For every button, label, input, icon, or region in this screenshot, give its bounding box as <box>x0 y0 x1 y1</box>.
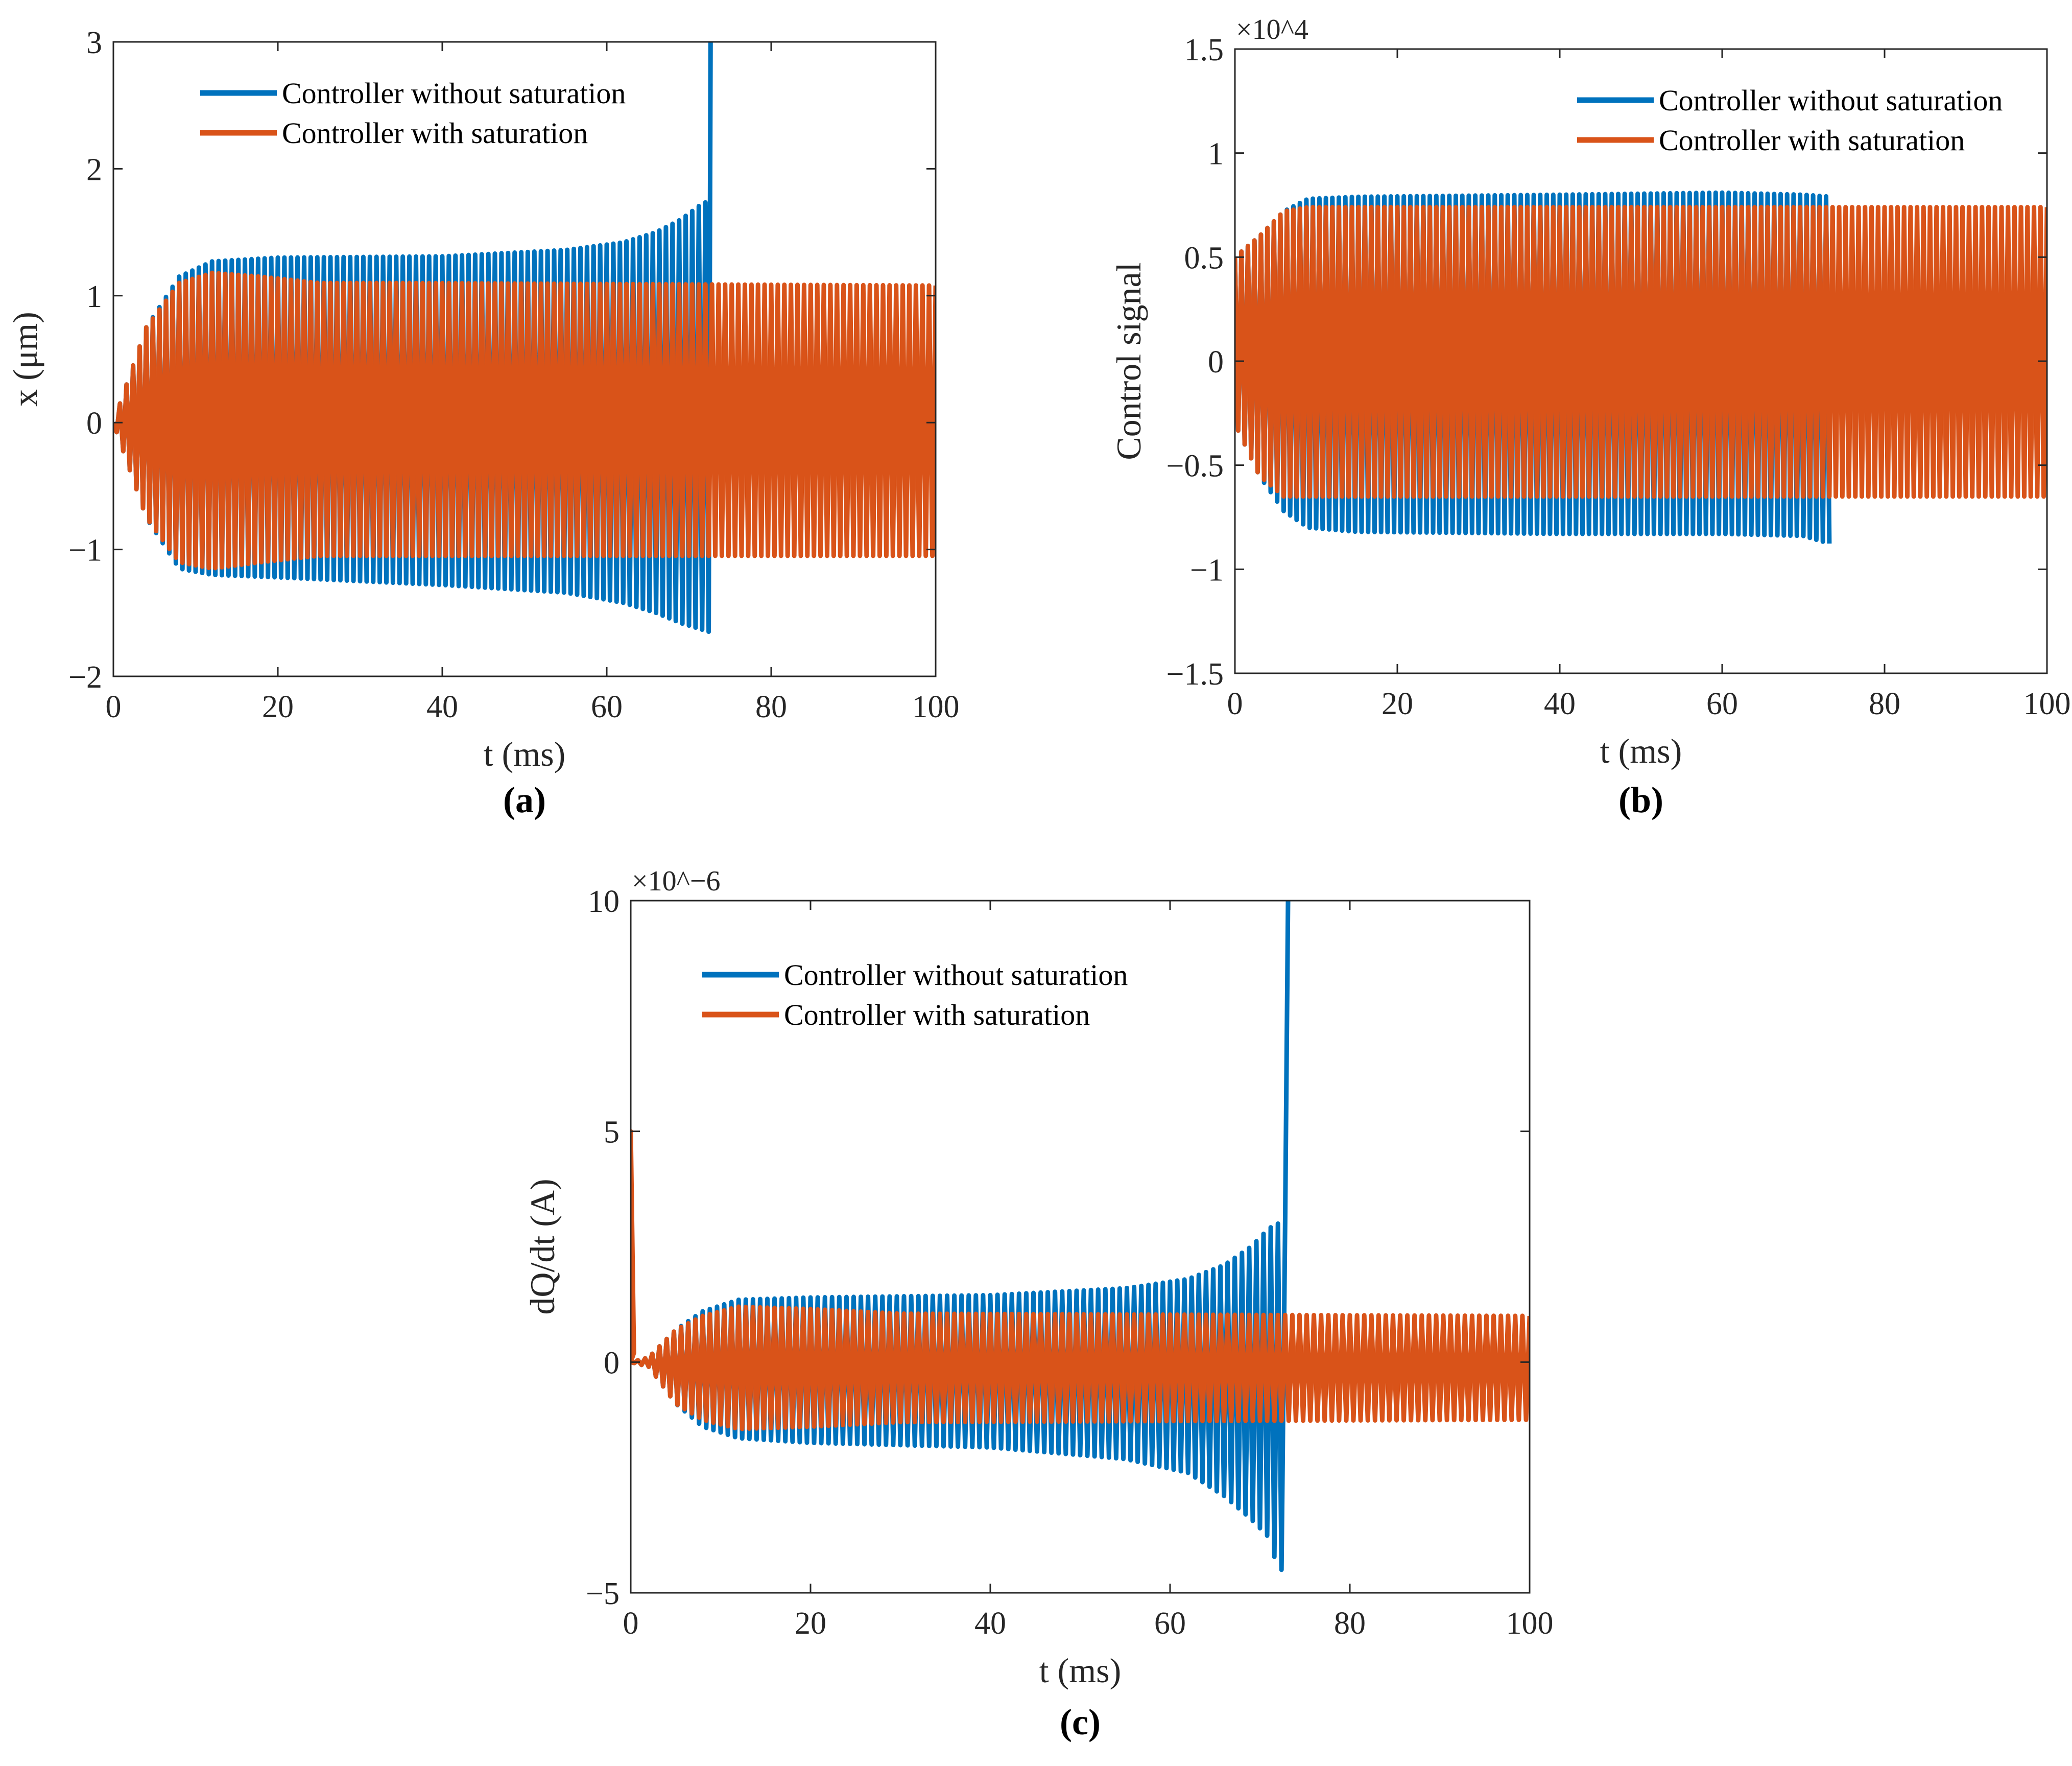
x-tick-label: 0 <box>623 1606 639 1641</box>
x-axis-label: t (ms) <box>484 735 566 773</box>
y-tick-label: 1 <box>86 279 102 314</box>
y-tick-label: 1.5 <box>1184 33 1224 67</box>
x-axis-label: t (ms) <box>1039 1651 1122 1690</box>
y-exponent-label: ×10^4 <box>1236 14 1308 45</box>
y-exponent-label: ×10^−6 <box>632 865 720 897</box>
panel-label: (c) <box>1060 1702 1101 1743</box>
series-group <box>631 901 1530 1572</box>
x-tick-label: 0 <box>106 690 122 724</box>
legend: Controller without saturation Controller … <box>200 77 626 150</box>
y-tick-label: 0 <box>86 406 102 441</box>
x-tick-label: 80 <box>755 690 787 724</box>
legend-label-with: Controller with saturation <box>282 116 588 150</box>
x-tick-label: 100 <box>1506 1606 1554 1641</box>
x-tick-label: 60 <box>1154 1606 1186 1641</box>
x-tick-label: 40 <box>1544 687 1576 721</box>
legend: Controller without saturation Controller … <box>702 958 1128 1031</box>
legend-label-without: Controller without saturation <box>784 958 1128 992</box>
y-tick-label: 5 <box>604 1115 620 1150</box>
x-tick-label: 40 <box>974 1606 1006 1641</box>
legend-label-without: Controller without saturation <box>282 77 626 110</box>
x-tick-label: 20 <box>262 690 294 724</box>
y-axis-label: x (μm) <box>6 312 44 407</box>
y-tick-label: −1.5 <box>1166 657 1224 692</box>
x-tick-label: 40 <box>426 690 458 724</box>
y-tick-label: −2 <box>68 660 102 695</box>
x-tick-label: 80 <box>1869 687 1900 721</box>
axes-box <box>112 41 937 677</box>
series-group <box>113 42 936 634</box>
x-axis-label: t (ms) <box>1600 732 1682 770</box>
series-line-with-saturation <box>631 1129 1530 1431</box>
legend-label-with: Controller with saturation <box>1659 124 1965 157</box>
legend-label-without: Controller without saturation <box>1659 84 2003 117</box>
y-tick-label: −5 <box>586 1576 620 1611</box>
chart-a: 0 20 40 60 80 100 −2 −1 0 1 2 3 t (ms) x (μm) (a) Contr… <box>6 26 960 820</box>
y-tick-label: −1 <box>68 533 102 568</box>
series-line-with-saturation <box>1235 205 2047 499</box>
y-tick-label: 2 <box>86 152 102 187</box>
y-tick-label: 1 <box>1208 137 1224 172</box>
legend-label-with: Controller with saturation <box>784 998 1090 1031</box>
panel-label: (a) <box>503 780 546 820</box>
y-tick-label: 0.5 <box>1184 241 1224 275</box>
x-tick-label: 100 <box>912 690 960 724</box>
x-tick-label: 60 <box>1706 687 1738 721</box>
y-tick-label: 0 <box>604 1346 620 1380</box>
x-tick-label: 60 <box>591 690 623 724</box>
series-group <box>1235 190 2047 544</box>
panel-label: (b) <box>1618 780 1663 820</box>
series-line-with-saturation <box>113 270 936 571</box>
y-axis-label: dQ/dt (A) <box>523 1179 562 1314</box>
y-tick-label: 10 <box>588 884 620 919</box>
x-tick-label: 0 <box>1227 687 1243 721</box>
y-tick-label: 0 <box>1208 345 1224 380</box>
axes-box <box>630 900 1531 1594</box>
y-tick-label: −0.5 <box>1166 449 1224 484</box>
y-tick-label: 3 <box>86 26 102 60</box>
legend: Controller without saturation Controller … <box>1577 84 2003 157</box>
y-axis-label: Control signal <box>1109 262 1148 460</box>
chart-b: 0 20 40 60 80 100 −1.5 −1 −0.5 0 0.5 1 1.5 ×10^4 t (ms… <box>1109 14 2071 820</box>
x-tick-label: 80 <box>1334 1606 1366 1641</box>
plot-area <box>631 901 1530 1593</box>
x-tick-label: 20 <box>795 1606 826 1641</box>
y-tick-label: −1 <box>1190 553 1224 587</box>
x-tick-label: 100 <box>2023 687 2071 721</box>
x-tick-label: 20 <box>1382 687 1413 721</box>
